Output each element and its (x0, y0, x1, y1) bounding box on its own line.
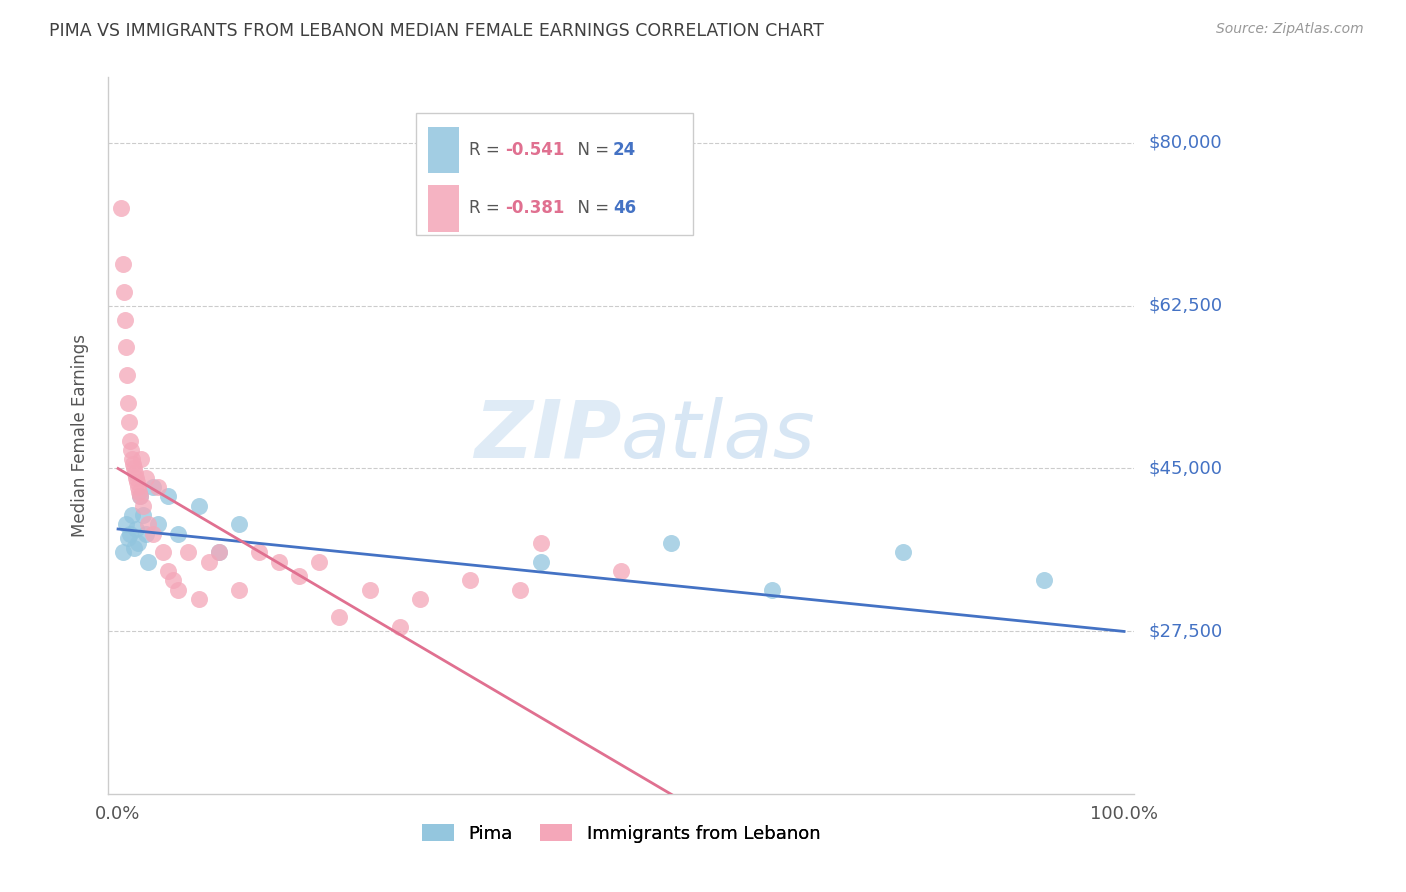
Text: 24: 24 (613, 141, 636, 159)
FancyBboxPatch shape (416, 113, 693, 235)
Point (359, 582, 381, 597)
Point (152, 545, 174, 559)
Text: 46: 46 (613, 199, 636, 218)
Point (197, 555, 219, 569)
Point (121, 452, 143, 467)
Point (177, 545, 200, 559)
Point (228, 517, 250, 532)
Text: Source: ZipAtlas.com: Source: ZipAtlas.com (1216, 22, 1364, 37)
FancyBboxPatch shape (429, 186, 458, 232)
Text: $45,000: $45,000 (1149, 459, 1222, 477)
Point (117, 532, 139, 546)
Point (129, 490, 152, 504)
Point (409, 591, 432, 606)
Point (167, 582, 190, 597)
Point (132, 499, 155, 513)
Point (135, 471, 157, 485)
Point (136, 517, 159, 532)
Point (122, 457, 145, 471)
Point (328, 610, 350, 624)
Text: atlas: atlas (621, 397, 815, 475)
Point (129, 452, 152, 467)
Y-axis label: Median Female Earnings: Median Female Earnings (72, 334, 89, 537)
Point (187, 591, 209, 606)
Point (228, 582, 250, 597)
Point (458, 573, 481, 587)
Point (388, 620, 411, 634)
Point (117, 396, 139, 410)
Text: $27,500: $27,500 (1149, 623, 1222, 640)
FancyBboxPatch shape (429, 127, 458, 173)
Point (208, 545, 231, 559)
Point (247, 545, 270, 559)
Point (115, 517, 138, 532)
Point (610, 564, 633, 578)
Point (135, 526, 157, 541)
Point (120, 526, 142, 541)
Point (127, 480, 149, 494)
Point (110, 201, 132, 215)
Text: R =: R = (470, 199, 505, 218)
Point (122, 541, 145, 555)
Point (661, 536, 683, 550)
Point (125, 522, 148, 536)
Point (136, 555, 159, 569)
Point (157, 564, 180, 578)
Point (891, 545, 914, 559)
Point (142, 526, 165, 541)
Text: R =: R = (470, 141, 505, 159)
Point (115, 341, 138, 355)
Point (114, 312, 136, 326)
Point (148, 517, 170, 532)
Point (118, 415, 141, 429)
Point (267, 555, 290, 569)
Point (129, 490, 152, 504)
Point (115, 368, 138, 383)
Point (208, 545, 231, 559)
Point (761, 582, 783, 597)
Point (308, 555, 330, 569)
Text: -0.541: -0.541 (505, 141, 564, 159)
Legend: Pima, Immigrants from Lebanon: Pima, Immigrants from Lebanon (415, 816, 828, 850)
Point (127, 475, 149, 490)
Point (157, 490, 180, 504)
Point (112, 257, 135, 271)
Point (124, 466, 146, 480)
Text: -0.381: -0.381 (505, 199, 564, 218)
Point (162, 573, 184, 587)
Point (128, 484, 150, 499)
Point (132, 508, 155, 522)
Text: $62,500: $62,500 (1149, 296, 1222, 315)
Point (187, 499, 209, 513)
Point (529, 555, 551, 569)
Point (288, 568, 311, 582)
Point (112, 285, 135, 299)
Point (125, 471, 148, 485)
Point (1032, 573, 1054, 587)
Point (122, 461, 145, 475)
Point (142, 480, 165, 494)
Point (529, 536, 551, 550)
Text: N =: N = (567, 199, 614, 218)
Point (127, 536, 149, 550)
Point (148, 480, 170, 494)
Point (121, 508, 143, 522)
Text: PIMA VS IMMIGRANTS FROM LEBANON MEDIAN FEMALE EARNINGS CORRELATION CHART: PIMA VS IMMIGRANTS FROM LEBANON MEDIAN F… (49, 22, 824, 40)
Point (120, 434, 142, 448)
Point (167, 526, 190, 541)
Point (112, 545, 135, 559)
Text: $80,000: $80,000 (1149, 134, 1222, 152)
Text: N =: N = (567, 141, 614, 159)
Point (509, 582, 531, 597)
Text: ZIP: ZIP (474, 397, 621, 475)
Point (120, 442, 142, 457)
